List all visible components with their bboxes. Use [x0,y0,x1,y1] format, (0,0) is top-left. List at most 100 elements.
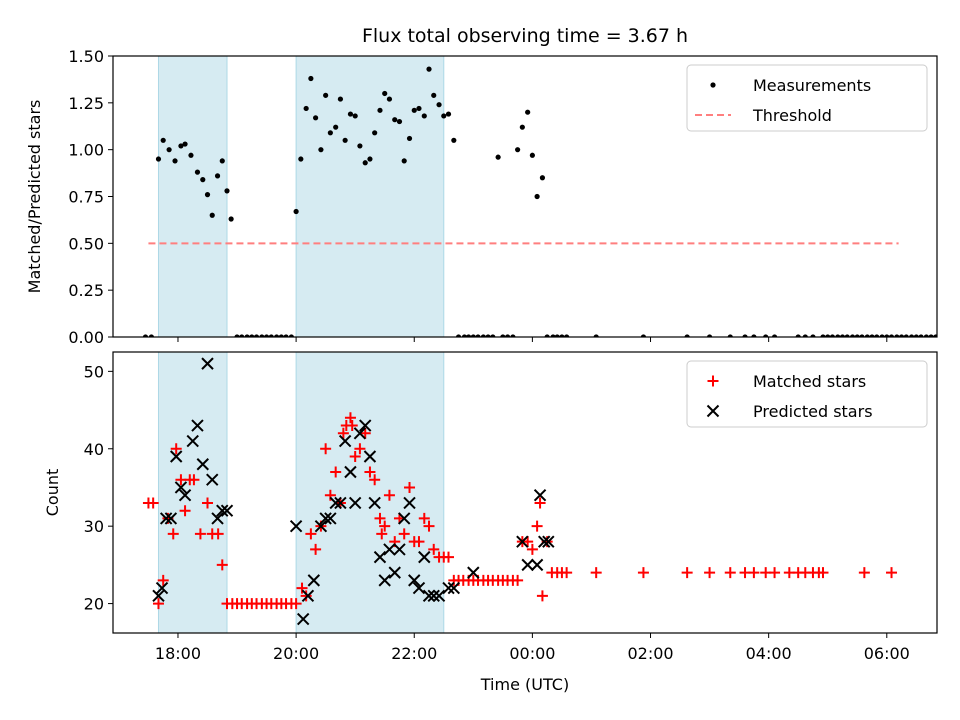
measurement-point [166,147,172,153]
measurement-point [214,173,221,179]
x-tick-label: 00:00 [509,644,555,663]
measurement-point [377,107,383,113]
predicted-star-point [296,612,310,626]
measurement-point [283,334,289,337]
matched-star-point [170,443,182,455]
measurement-point [263,334,270,337]
predicted-star-point [393,543,406,556]
measurement-point [347,111,354,117]
predicted-star-point [307,574,321,587]
axes-frame [112,351,938,634]
measurement-point [727,334,733,337]
measurement-point [933,334,937,337]
matched-star-point [212,528,224,540]
measurement-point [357,143,363,149]
measurement-point [352,113,358,119]
x-tick-label: 22:00 [391,644,437,663]
predicted-star-point [373,550,387,564]
y-tick-label: 0.00 [68,328,104,347]
matched-star-point [522,536,534,548]
measurement-point [155,156,162,162]
measurement-point [278,334,284,337]
predicted-star-point [155,581,169,595]
x-tick-label: 20:00 [273,644,319,663]
measurement-point [416,105,422,112]
measurement-point [742,334,748,337]
measurement-point [480,334,486,337]
measurement-point [451,137,457,143]
predicted-star-point [164,512,178,525]
predicted-star-point [220,504,234,517]
measurement-point [825,334,831,337]
measurement-point [495,154,501,160]
measurement-point [268,334,274,337]
predicted-star-point [216,504,229,517]
matched-star-point [769,567,781,579]
measurement-point [771,334,778,337]
predicted-star-point [442,581,455,595]
predicted-star-point [533,489,547,502]
predicted-star-point [174,481,188,494]
measurement-point [219,158,225,164]
measurement-point [228,216,234,222]
measurement-point [849,334,856,337]
x-tick-label: 18:00 [155,644,201,663]
y-tick-label: 50 [84,362,104,381]
matched-star-point [152,598,164,610]
measurement-point [706,334,713,337]
predicted-star-point [319,512,332,525]
measurement-point [441,113,447,119]
matched-star-point [300,590,312,602]
chart-title: Flux total observing time = 3.67 h [362,25,688,47]
measurement-point [544,334,550,337]
y-tick-label: 1.00 [68,141,104,160]
matched-star-point [202,497,214,509]
measurement-point [918,334,924,337]
matched-star-point [216,559,228,571]
measurement-point [470,334,476,337]
measurement-point [396,118,403,125]
matched-star-point [296,582,308,594]
measurement-point [874,334,880,337]
predicted-star-point [516,535,529,548]
measurement-point [751,334,757,337]
measurement-point [200,177,206,183]
measurement-point [684,334,690,337]
matched-star-point [817,567,829,579]
measurement-point [510,334,516,337]
predicted-star-point [196,458,209,471]
measurement-point [923,334,929,337]
legend-label: Matched stars [753,372,866,391]
predicted-star-point [521,558,534,572]
measurement-point [182,141,188,147]
measurement-point [337,96,344,102]
predicted-star-point [383,543,396,556]
measurement-point [253,334,260,337]
predicted-star-point [467,566,480,579]
predicted-star-point [432,589,446,603]
predicted-star-point [403,496,416,510]
predicted-star-point [542,535,555,548]
matched-star-point [443,551,455,563]
matched-star-point [194,528,206,540]
predicted-star-point [353,427,367,440]
matched-star-point [536,590,548,602]
matched-star-point [526,543,538,555]
measurement-point [249,334,255,337]
matched-star-point [748,567,760,579]
measurement-point [293,208,299,215]
measurement-point [844,334,850,337]
predicted-star-point [427,589,440,603]
measurement-point [367,156,373,162]
x-tick-label: 04:00 [746,644,792,663]
measurement-point [640,334,647,337]
measurement-point [142,334,149,337]
measurement-point [864,334,870,337]
measurement-point [455,334,462,337]
measurement-point [382,90,388,97]
measurement-point [318,147,324,153]
predicted-star-point [324,512,337,525]
measurement-point [490,334,496,337]
measurement-point [593,334,599,337]
measurement-point [515,147,521,153]
